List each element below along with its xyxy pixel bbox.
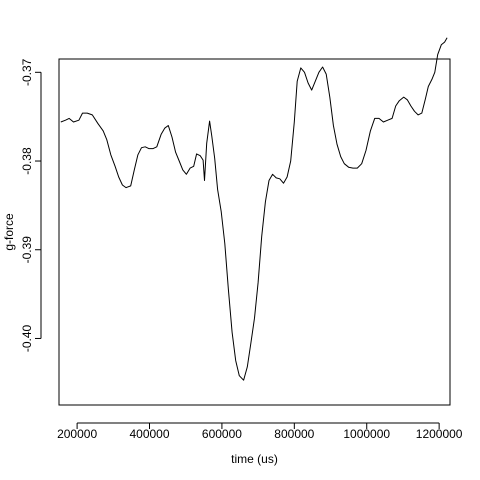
x-tick-label: 1000000 <box>343 427 390 441</box>
y-tick-label: -0.38 <box>20 147 34 175</box>
x-axis-label: time (us) <box>231 452 278 466</box>
y-tick-label: -0.37 <box>20 58 34 86</box>
x-tick-label: 1200000 <box>416 427 463 441</box>
x-axis: 200000 400000 600000 800000 1000000 1200000 <box>57 423 463 441</box>
y-tick-label: -0.40 <box>20 324 34 352</box>
y-axis-label: g-force <box>2 213 16 251</box>
x-tick-label: 400000 <box>129 427 169 441</box>
series-layer <box>61 38 447 381</box>
series-line-0 <box>61 38 447 381</box>
y-tick-label: -0.39 <box>20 236 34 264</box>
y-axis: -0.40 -0.39 -0.38 -0.37 <box>20 58 41 352</box>
plot-frame <box>59 59 450 405</box>
x-tick-label: 600000 <box>202 427 242 441</box>
x-tick-label: 800000 <box>274 427 314 441</box>
x-tick-label: 200000 <box>57 427 97 441</box>
